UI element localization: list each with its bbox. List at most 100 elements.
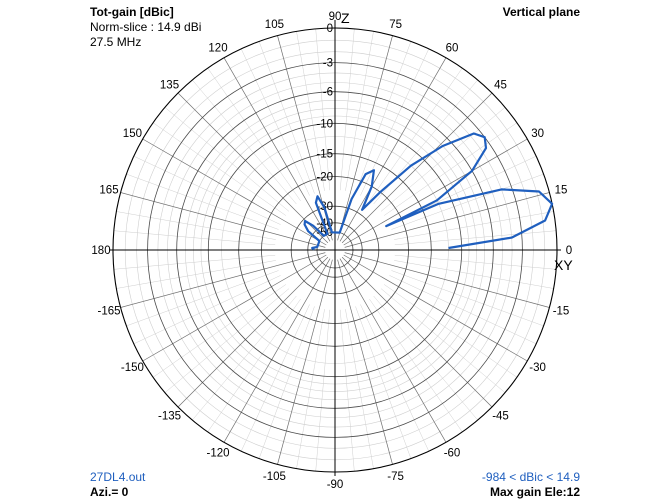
major-spoke	[277, 259, 333, 465]
major-spoke	[120, 192, 326, 248]
minor-spoke	[345, 31, 374, 191]
minor-spoke	[240, 48, 310, 196]
chart-title: Tot-gain [dBic]	[90, 5, 174, 19]
major-spoke	[339, 57, 447, 242]
minor-spoke	[383, 122, 518, 216]
angle-tick-label: -45	[492, 411, 509, 423]
minor-spoke	[380, 288, 506, 393]
minor-spoke	[383, 284, 518, 378]
minor-spoke	[113, 230, 276, 246]
angle-tick-label: 165	[99, 184, 118, 196]
radial-tick-label: -10	[316, 118, 333, 130]
major-spoke	[120, 252, 326, 308]
minor-spoke	[126, 173, 279, 230]
angle-tick-label: -15	[553, 306, 570, 318]
minor-spoke	[192, 79, 297, 205]
minor-spoke	[345, 309, 374, 469]
angle-tick-label: 0	[566, 245, 572, 257]
major-spoke	[177, 256, 329, 408]
major-spoke	[341, 256, 493, 408]
minor-spoke	[113, 254, 276, 270]
plane-label: Vertical plane	[502, 5, 580, 19]
radial-tick-label: -50	[316, 227, 333, 239]
angle-tick-label: 105	[265, 19, 284, 31]
radial-tick-label: -15	[316, 149, 333, 161]
minor-spoke	[394, 254, 557, 270]
minor-spoke	[126, 270, 279, 327]
angle-tick-label: 90	[329, 11, 342, 23]
angle-tick-label: 135	[160, 80, 179, 92]
minor-spoke	[152, 284, 287, 378]
angle-tick-label: 45	[494, 80, 507, 92]
polar-grid	[109, 20, 561, 476]
angle-tick-label: 180	[91, 245, 110, 257]
angle-tick-label: 150	[123, 128, 142, 140]
minor-spoke	[339, 309, 355, 472]
major-spoke	[142, 254, 327, 362]
angle-tick-label: 75	[389, 19, 402, 31]
max-gain-label: Max gain Ele:12	[489, 485, 580, 499]
radial-tick-label: -3	[323, 58, 333, 70]
minor-spoke	[394, 211, 554, 240]
angle-tick-label: 30	[531, 128, 544, 140]
minor-spoke	[296, 309, 325, 469]
major-spoke	[344, 192, 550, 248]
minor-spoke	[373, 295, 478, 421]
minor-spoke	[391, 173, 544, 230]
angle-tick-label: -90	[327, 479, 344, 491]
minor-spoke	[116, 260, 276, 289]
major-spoke	[223, 57, 331, 242]
minor-spoke	[315, 28, 331, 191]
minor-spoke	[152, 122, 287, 216]
radial-tick-label: 0	[327, 23, 333, 35]
minor-spoke	[164, 107, 290, 212]
z-axis-label: Z	[341, 10, 350, 26]
gain-range-label: -984 < dBic < 14.9	[481, 470, 580, 484]
minor-spoke	[133, 155, 281, 225]
minor-spoke	[315, 309, 331, 472]
norm-slice-label: Norm-slice : 14.9 dBi	[90, 20, 202, 34]
minor-spoke	[116, 211, 276, 240]
radial-tick-label: -20	[316, 172, 333, 184]
minor-spoke	[355, 41, 412, 194]
frequency-label: 27.5 MHz	[90, 35, 142, 49]
minor-spoke	[240, 304, 310, 452]
tick-labels: 0-3-6-10-15-20-30-40-509075604530150-15-…	[91, 10, 573, 491]
gain-trace	[303, 132, 554, 251]
minor-spoke	[360, 304, 430, 452]
angle-tick-label: -135	[158, 411, 181, 423]
minor-spoke	[369, 67, 463, 202]
minor-spoke	[394, 260, 554, 289]
azimuth-label: Azi.= 0	[90, 485, 129, 499]
major-spoke	[337, 35, 393, 241]
angle-tick-label: -105	[263, 471, 286, 483]
major-spoke	[343, 138, 528, 246]
major-spoke	[339, 258, 447, 443]
major-spoke	[337, 259, 393, 465]
angle-tick-label: 15	[555, 184, 568, 196]
minor-spoke	[164, 288, 290, 393]
minor-spoke	[258, 41, 315, 194]
minor-spoke	[391, 270, 544, 327]
major-spoke	[341, 92, 493, 244]
minor-spoke	[394, 230, 557, 246]
minor-spoke	[380, 107, 506, 212]
minor-spoke	[389, 275, 537, 345]
minor-spoke	[207, 298, 301, 433]
minor-spoke	[207, 67, 301, 202]
file-name-label: 27DL4.out	[90, 470, 146, 484]
minor-spoke	[258, 306, 315, 459]
major-spoke	[343, 254, 528, 362]
angle-tick-label: -150	[121, 362, 144, 374]
minor-spoke	[192, 295, 297, 421]
minor-spoke	[296, 31, 325, 191]
minor-spoke	[339, 28, 355, 191]
major-spoke	[223, 258, 331, 443]
angle-tick-label: -165	[97, 306, 120, 318]
angle-tick-label: -120	[206, 448, 229, 460]
xy-axis-label: XY	[554, 257, 573, 273]
major-spoke	[142, 138, 327, 246]
minor-spoke	[369, 298, 463, 433]
minor-spoke	[133, 275, 281, 345]
